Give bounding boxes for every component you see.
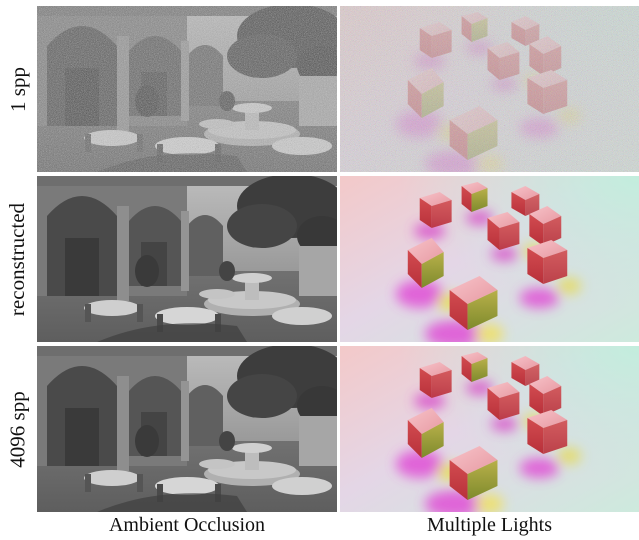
row-label-reconstructed: reconstructed xyxy=(5,202,30,316)
column-label-ambient-occlusion: Ambient Occlusion xyxy=(108,514,266,536)
panel-ml-4096spp xyxy=(340,346,639,512)
row-label-1spp: 1 spp xyxy=(5,66,30,112)
panel-ml-reconstructed xyxy=(340,176,639,342)
row-label-4096spp: 4096 spp xyxy=(5,390,30,468)
panel-ao-4096spp xyxy=(37,346,337,512)
panel-ao-reconstructed xyxy=(37,176,337,342)
panel-ml-1spp xyxy=(340,6,639,172)
panel-ao-1spp xyxy=(37,6,337,172)
column-label-multiple-lights: Multiple Lights xyxy=(427,514,552,536)
